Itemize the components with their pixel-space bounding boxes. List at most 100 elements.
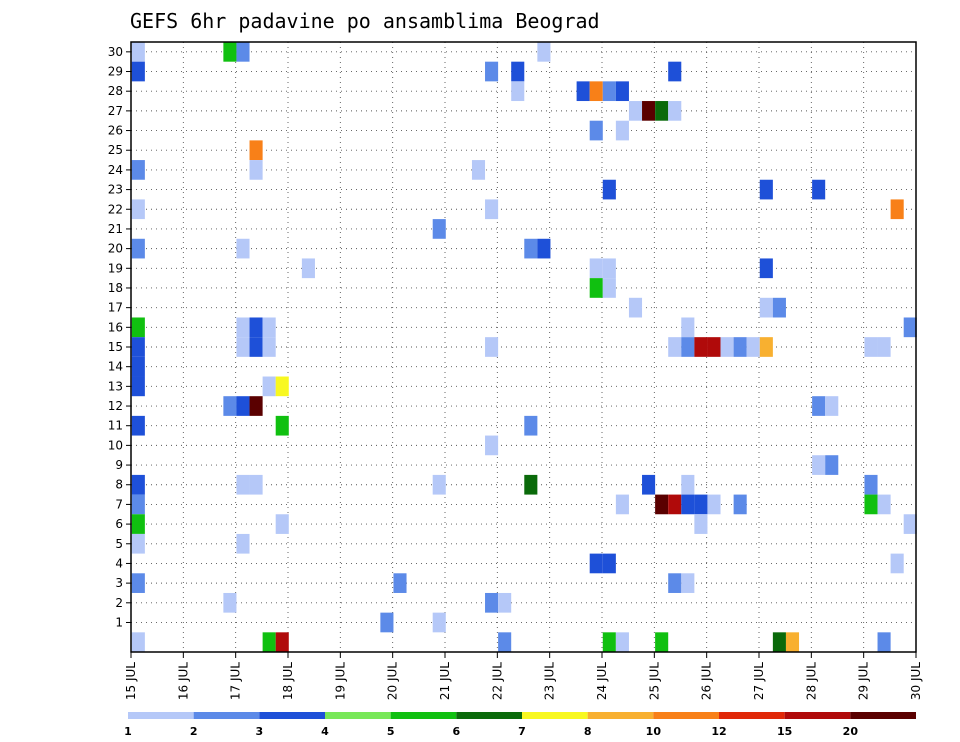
y-tick-label-12: 12 xyxy=(108,399,123,413)
cell-54 xyxy=(511,61,525,82)
y-tick-label-26: 26 xyxy=(108,124,123,138)
cell-113 xyxy=(825,396,839,416)
cell-37 xyxy=(275,415,289,436)
colorbar-swatch-10 xyxy=(784,712,851,719)
y-tick-label-3: 3 xyxy=(115,576,123,590)
y-tick-label-17: 17 xyxy=(108,301,123,315)
cell-32 xyxy=(262,317,276,338)
cell-70 xyxy=(602,278,616,298)
cell-92 xyxy=(681,494,695,515)
x-tick-label-12: 27 JUL xyxy=(752,662,766,700)
cell-118 xyxy=(877,337,891,357)
cell-5 xyxy=(131,317,145,338)
colorbar-label-3: 4 xyxy=(321,725,329,738)
colorbar-swatch-6 xyxy=(522,712,588,719)
cell-120 xyxy=(877,632,891,652)
cell-71 xyxy=(602,553,616,574)
cell-112 xyxy=(812,455,826,475)
cell-114 xyxy=(825,455,839,475)
cell-10 xyxy=(131,474,145,495)
cell-100 xyxy=(733,337,747,357)
cell-59 xyxy=(537,42,551,62)
x-tick-label-10: 25 JUL xyxy=(647,662,661,700)
colorbar-label-1: 2 xyxy=(190,725,198,738)
cell-80 xyxy=(642,474,656,495)
cell-0 xyxy=(131,42,145,62)
cell-72 xyxy=(602,632,616,652)
y-tick-label-15: 15 xyxy=(108,340,123,354)
x-tick-label-11: 26 JUL xyxy=(700,662,714,700)
cell-81 xyxy=(655,101,669,121)
y-axis: 1234567891011121314151617181920212223242… xyxy=(108,45,131,629)
y-tick-label-25: 25 xyxy=(108,143,123,157)
cell-65 xyxy=(589,278,603,298)
x-tick-label-8: 23 JUL xyxy=(543,662,557,700)
x-tick-label-7: 22 JUL xyxy=(490,662,504,700)
colorbar-label-6: 7 xyxy=(518,725,526,738)
cell-83 xyxy=(655,632,669,652)
cell-18 xyxy=(223,592,237,613)
cell-102 xyxy=(746,337,760,357)
cell-122 xyxy=(890,553,904,574)
cell-35 xyxy=(262,632,276,652)
cell-23 xyxy=(236,396,250,416)
cell-109 xyxy=(785,632,800,652)
cell-69 xyxy=(602,258,616,279)
y-tick-label-22: 22 xyxy=(108,202,123,216)
cell-87 xyxy=(668,494,682,515)
y-tick-label-14: 14 xyxy=(108,360,123,374)
cell-60 xyxy=(537,238,551,259)
y-tick-label-21: 21 xyxy=(108,222,123,236)
cell-30 xyxy=(249,396,263,416)
cell-58 xyxy=(524,474,538,495)
y-tick-label-7: 7 xyxy=(115,497,123,511)
cell-62 xyxy=(589,81,603,102)
heatmap-cells xyxy=(131,42,917,652)
x-tick-label-5: 20 JUL xyxy=(386,662,400,700)
cell-38 xyxy=(275,514,289,534)
cell-31 xyxy=(249,474,263,495)
y-tick-label-10: 10 xyxy=(108,438,123,452)
cell-7 xyxy=(131,356,145,377)
cell-39 xyxy=(275,632,289,652)
y-tick-label-2: 2 xyxy=(115,596,123,610)
cell-107 xyxy=(772,297,786,318)
cell-88 xyxy=(668,573,682,593)
x-tick-label-6: 21 JUL xyxy=(438,662,452,700)
cell-34 xyxy=(262,376,276,397)
cell-15 xyxy=(131,632,145,652)
colorbar-swatch-7 xyxy=(587,712,654,719)
y-tick-label-5: 5 xyxy=(115,537,123,551)
cell-61 xyxy=(576,81,590,102)
cell-74 xyxy=(615,120,629,141)
cell-79 xyxy=(642,101,656,121)
cell-36 xyxy=(275,376,289,397)
cell-89 xyxy=(681,317,695,338)
x-tick-label-13: 28 JUL xyxy=(804,662,818,700)
colorbar-label-8: 10 xyxy=(646,725,662,738)
x-tick-label-15: 30 JUL xyxy=(909,662,923,700)
x-axis: 15 JUL 16 JUL 17 JUL 18 JUL 19 JUL 20 JUL 21 J… xyxy=(124,652,923,700)
cell-26 xyxy=(249,140,263,161)
cell-14 xyxy=(131,573,145,593)
y-tick-label-4: 4 xyxy=(115,556,123,570)
y-tick-label-6: 6 xyxy=(115,517,123,531)
cell-4 xyxy=(131,238,145,259)
y-tick-label-20: 20 xyxy=(108,242,123,256)
cell-50 xyxy=(485,435,499,456)
colorbar-swatch-9 xyxy=(719,712,785,719)
cell-77 xyxy=(628,101,643,121)
cell-99 xyxy=(720,337,734,357)
cell-93 xyxy=(681,573,695,593)
cell-33 xyxy=(262,337,276,357)
y-tick-label-19: 19 xyxy=(108,261,123,275)
cell-105 xyxy=(759,297,773,318)
cell-117 xyxy=(864,494,878,515)
cell-11 xyxy=(131,494,145,515)
cell-104 xyxy=(759,258,773,279)
cell-97 xyxy=(707,337,721,357)
cell-40 xyxy=(301,258,315,279)
y-tick-label-9: 9 xyxy=(115,458,123,472)
cell-116 xyxy=(864,474,878,495)
